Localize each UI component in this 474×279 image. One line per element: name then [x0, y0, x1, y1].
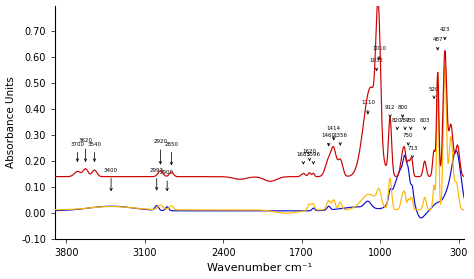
Text: 1685: 1685 [296, 152, 310, 164]
Text: 912: 912 [385, 105, 395, 117]
Text: 2850: 2850 [164, 142, 178, 165]
Text: 820: 820 [392, 118, 402, 129]
Text: 1110: 1110 [361, 100, 375, 114]
Text: 1414: 1414 [327, 126, 341, 140]
Text: 487: 487 [432, 37, 443, 50]
Text: 423: 423 [440, 27, 450, 40]
X-axis label: Wavenumber cm⁻¹: Wavenumber cm⁻¹ [207, 263, 312, 273]
Text: 713: 713 [407, 146, 418, 158]
Text: 750: 750 [403, 133, 413, 145]
Text: 780: 780 [400, 118, 410, 129]
Text: 2900: 2900 [160, 170, 174, 191]
Text: 2920: 2920 [154, 139, 167, 164]
Text: 800: 800 [397, 105, 408, 117]
Text: 3540: 3540 [88, 142, 101, 161]
Text: 1032: 1032 [370, 58, 383, 71]
Text: 3400: 3400 [104, 168, 118, 191]
Text: 603: 603 [419, 118, 430, 129]
Text: 1460: 1460 [322, 133, 336, 146]
Text: 3700: 3700 [71, 142, 84, 161]
Text: 1010: 1010 [372, 46, 386, 59]
Text: 730: 730 [405, 118, 416, 129]
Text: 1356: 1356 [333, 133, 347, 145]
Text: 2993: 2993 [150, 168, 164, 190]
Y-axis label: Absorbance Units: Absorbance Units [6, 76, 16, 168]
Text: 520: 520 [429, 86, 439, 98]
Text: 1596: 1596 [306, 152, 320, 164]
Text: 3620: 3620 [79, 138, 92, 161]
Text: 1620: 1620 [302, 149, 317, 161]
